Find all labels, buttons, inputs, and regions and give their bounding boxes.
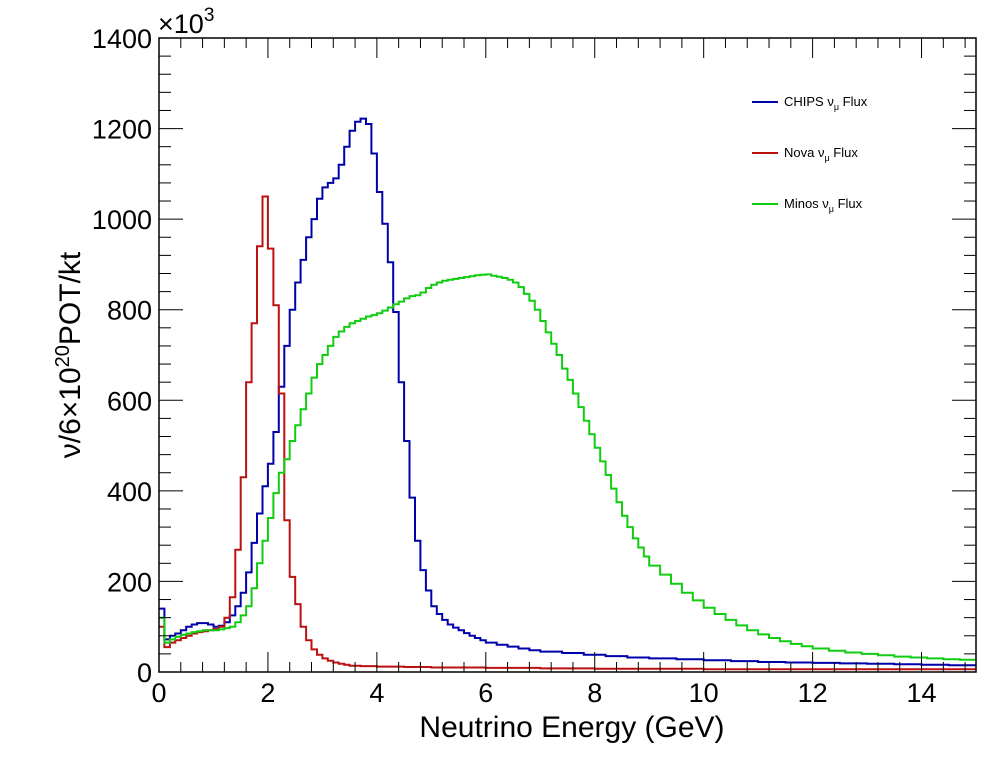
- legend: CHIPS νμ Flux Nova νμ Flux Minos νμ Flux: [752, 94, 868, 214]
- y-tick-label: 600: [107, 386, 152, 416]
- x-tick-label: 0: [151, 678, 166, 708]
- y-tick-label: 800: [107, 296, 152, 326]
- x-tick-label: 10: [689, 678, 719, 708]
- y-tick-label: 0: [137, 658, 152, 688]
- y-axis-title-sup: 20: [52, 345, 74, 367]
- series-line-chips: [159, 117, 976, 667]
- x-axis-title: Neutrino Energy (GeV): [419, 711, 724, 744]
- y-tick-label: 1000: [92, 205, 152, 235]
- y-tick-label: 1200: [92, 115, 152, 145]
- axes-layer: 0 2 4 6 8 10 12 14 0 200 400 600 800 1000 1200 1400: [92, 24, 977, 708]
- y-multiplier-base: ×10: [158, 9, 204, 39]
- y-tick-label: 400: [107, 477, 152, 507]
- series-layer: [159, 117, 976, 671]
- x-tick-label: 2: [260, 678, 275, 708]
- y-tick-label: 1400: [92, 24, 152, 54]
- y-axis-title-suffix: POT/kt: [54, 251, 87, 345]
- x-tick-label: 4: [369, 678, 384, 708]
- y-multiplier: ×103: [158, 5, 214, 39]
- plot-frame: [158, 37, 977, 673]
- legend-label: Minos νμ Flux: [784, 196, 863, 214]
- x-tick-label: 6: [478, 678, 493, 708]
- legend-label: CHIPS νμ Flux: [784, 94, 868, 112]
- legend-label: Nova νμ Flux: [784, 145, 858, 163]
- x-tick-label: 14: [907, 678, 937, 708]
- y-multiplier-exp: 3: [204, 5, 215, 26]
- x-tick-label: 8: [587, 678, 602, 708]
- y-axis-title-prefix: ν/6×10: [54, 367, 87, 458]
- series-line-minos: [159, 273, 976, 661]
- y-axis-title: ν/6×1020POT/kt: [52, 251, 87, 458]
- series-line-nova: [159, 195, 976, 671]
- x-tick-label: 12: [798, 678, 828, 708]
- y-tick-label: 200: [107, 567, 152, 597]
